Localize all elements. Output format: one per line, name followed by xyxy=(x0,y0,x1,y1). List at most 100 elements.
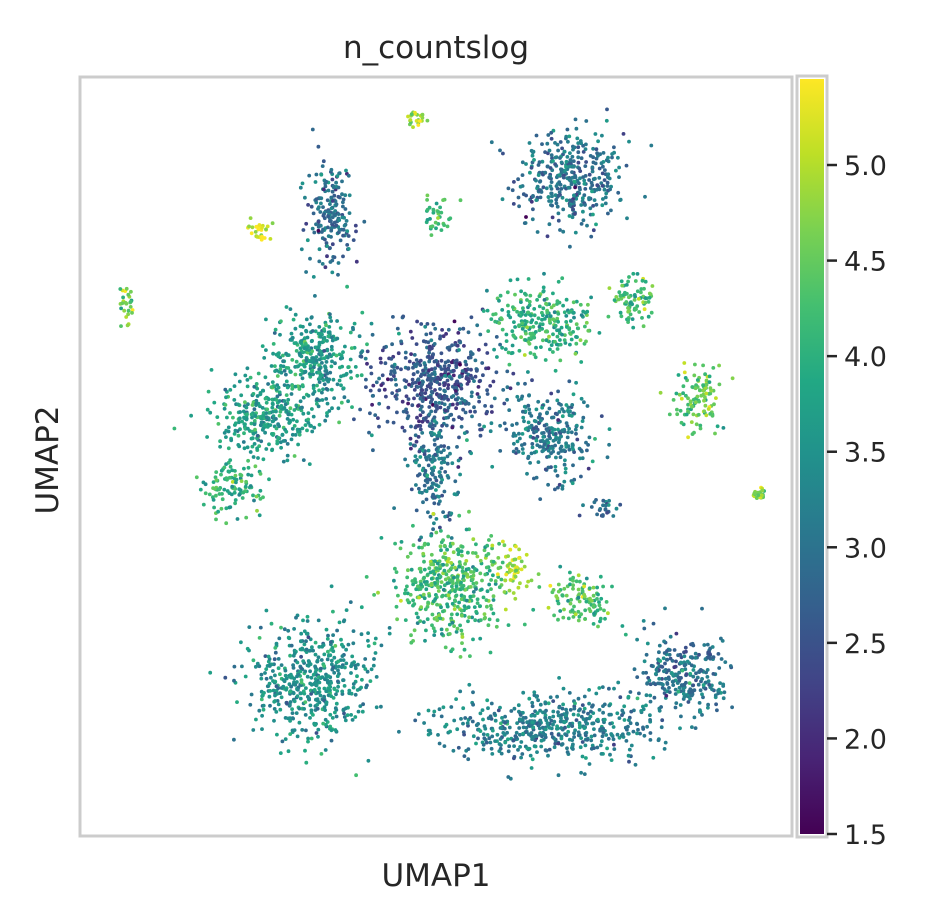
scatter-point xyxy=(412,388,417,392)
scatter-point xyxy=(300,181,305,186)
scatter-point xyxy=(265,407,270,412)
scatter-point xyxy=(211,480,216,484)
scatter-point xyxy=(556,312,561,316)
scatter-point xyxy=(246,426,250,431)
scatter-point xyxy=(278,367,283,371)
scatter-point xyxy=(324,397,329,401)
scatter-point xyxy=(431,352,435,357)
scatter-point xyxy=(543,715,548,720)
scatter-point xyxy=(459,424,464,429)
scatter-point xyxy=(716,691,721,696)
scatter-point xyxy=(551,588,556,592)
scatter-point xyxy=(346,365,351,370)
scatter-point xyxy=(330,347,334,352)
scatter-point xyxy=(300,383,305,388)
scatter-point xyxy=(545,314,549,319)
scatter-point xyxy=(591,155,595,160)
scatter-point xyxy=(297,720,302,725)
scatter-point xyxy=(612,747,617,751)
scatter-point xyxy=(455,626,460,631)
scatter-point xyxy=(550,215,555,220)
scatter-point xyxy=(354,229,358,234)
scatter-point xyxy=(313,652,318,657)
scatter-point xyxy=(328,260,333,264)
scatter-point xyxy=(455,445,459,449)
scatter-point xyxy=(393,377,398,382)
scatter-point xyxy=(252,498,256,503)
scatter-point xyxy=(331,649,336,654)
scatter-point xyxy=(401,314,406,319)
scatter-point xyxy=(329,195,334,200)
scatter-point xyxy=(496,566,501,571)
scatter-point xyxy=(451,575,456,580)
scatter-point xyxy=(492,711,497,716)
scatter-point xyxy=(556,193,561,198)
scatter-point xyxy=(564,159,569,164)
scatter-point xyxy=(444,572,449,577)
scatter-point xyxy=(273,327,278,332)
scatter-point xyxy=(508,386,513,391)
scatter-point xyxy=(314,668,318,672)
scatter-point xyxy=(574,579,579,584)
scatter-point xyxy=(505,564,510,568)
scatter-point xyxy=(448,729,452,734)
scatter-point xyxy=(520,173,525,178)
scatter-point xyxy=(420,431,425,435)
scatter-point xyxy=(567,447,572,452)
chart-title: n_countslog xyxy=(343,30,529,66)
scatter-point xyxy=(426,448,431,453)
scatter-point xyxy=(570,154,575,159)
scatter-point xyxy=(564,403,569,407)
scatter-point xyxy=(330,335,334,340)
scatter-point xyxy=(325,371,330,376)
scatter-point xyxy=(439,228,444,233)
scatter-point xyxy=(462,344,466,348)
scatter-point xyxy=(504,572,509,577)
scatter-point xyxy=(322,686,327,691)
scatter-point xyxy=(588,596,592,601)
scatter-point xyxy=(551,722,555,727)
scatter-point xyxy=(454,492,458,497)
scatter-point xyxy=(490,410,494,414)
scatter-point xyxy=(595,745,600,750)
scatter-point xyxy=(316,404,321,409)
scatter-point xyxy=(267,477,271,482)
scatter-point xyxy=(312,230,317,235)
scatter-point xyxy=(296,672,301,677)
scatter-point xyxy=(567,214,572,218)
scatter-point xyxy=(466,401,471,406)
scatter-point xyxy=(517,726,522,730)
scatter-point xyxy=(258,488,263,493)
scatter-point xyxy=(446,383,451,387)
scatter-point xyxy=(543,701,548,706)
scatter-point xyxy=(526,420,531,425)
scatter-point xyxy=(688,697,692,701)
scatter-point xyxy=(294,615,298,620)
scatter-point xyxy=(721,696,726,701)
scatter-point xyxy=(485,543,490,548)
scatter-point xyxy=(296,687,300,692)
scatter-point xyxy=(395,617,399,622)
scatter-point xyxy=(311,275,316,279)
scatter-point xyxy=(309,315,314,319)
scatter-point xyxy=(409,633,413,638)
scatter-point xyxy=(582,706,587,711)
scatter-point xyxy=(578,456,582,461)
scatter-point xyxy=(699,668,704,673)
scatter-point xyxy=(377,401,382,406)
scatter-point xyxy=(314,697,318,702)
scatter-point xyxy=(431,626,436,631)
scatter-point xyxy=(245,445,250,450)
scatter-point xyxy=(607,427,612,431)
scatter-point xyxy=(365,669,370,674)
scatter-point xyxy=(289,437,294,442)
scatter-point xyxy=(229,438,234,443)
scatter-point xyxy=(582,726,587,730)
scatter-point xyxy=(530,704,535,709)
scatter-point xyxy=(581,150,586,154)
scatter-point xyxy=(292,699,297,704)
scatter-point xyxy=(268,423,273,427)
scatter-point xyxy=(446,327,451,332)
scatter-point xyxy=(437,494,441,499)
scatter-point xyxy=(459,628,464,633)
